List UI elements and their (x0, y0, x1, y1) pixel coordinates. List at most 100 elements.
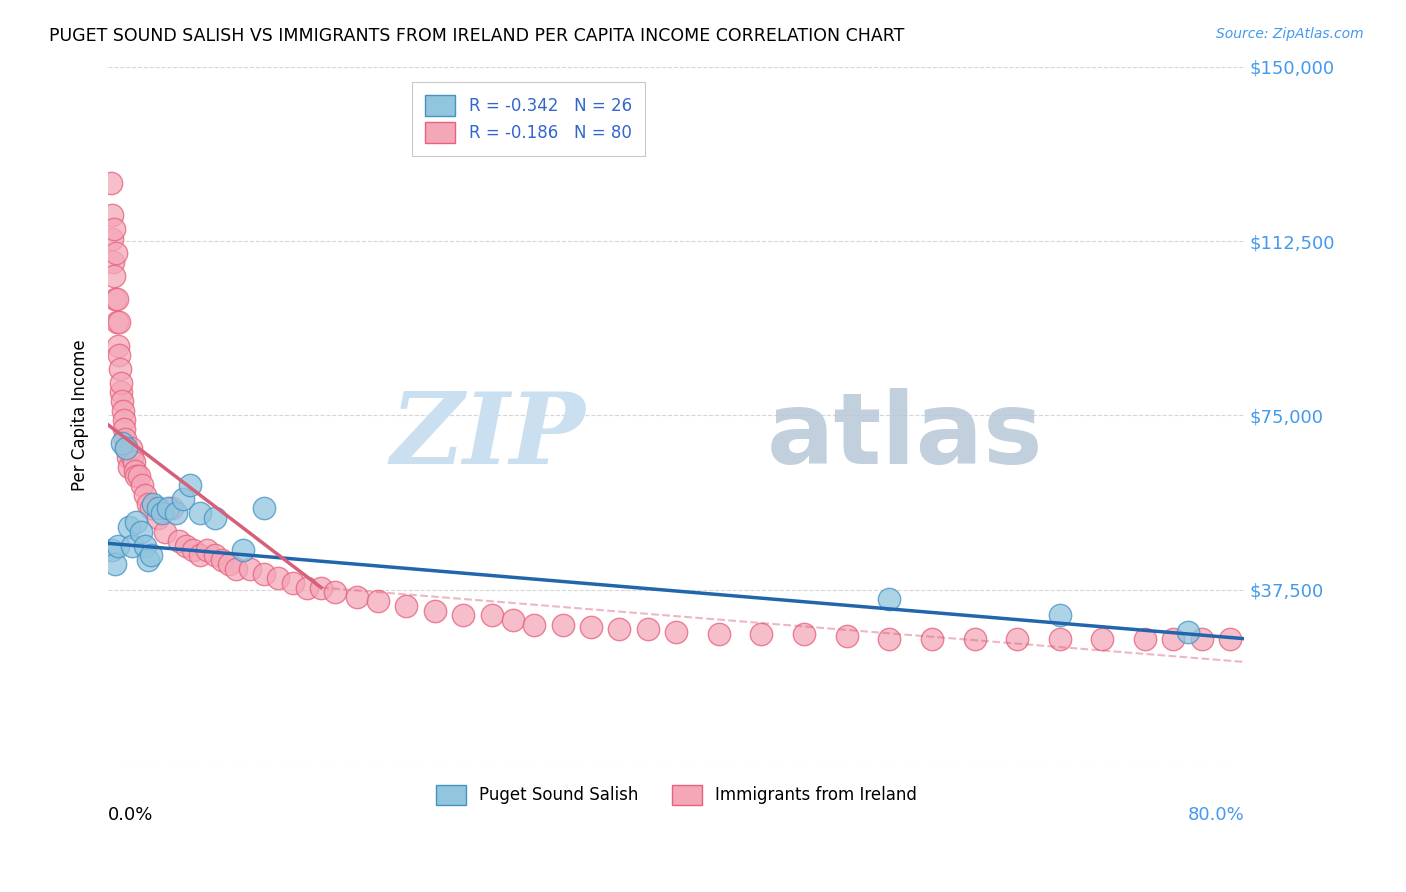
Point (963, 632, 986, 646)
Point (167, 534, 190, 549)
Point (188, 506, 211, 520)
Point (174, 539, 197, 553)
Point (877, 592, 900, 607)
Point (121, 539, 143, 553)
Point (110, 385, 132, 400)
Point (451, 608, 474, 623)
Point (1191, 632, 1213, 646)
Point (146, 501, 169, 516)
Point (101, 543, 124, 558)
Point (139, 501, 162, 516)
Point (204, 548, 226, 562)
Point (115, 441, 138, 455)
Point (160, 501, 183, 516)
Point (121, 450, 143, 465)
Point (108, 362, 131, 376)
Point (1049, 608, 1071, 623)
Point (110, 376, 132, 390)
Y-axis label: Per Capita Income: Per Capita Income (72, 340, 89, 491)
Point (139, 548, 162, 562)
Point (103, 222, 125, 236)
Point (225, 562, 247, 576)
Point (114, 432, 136, 446)
Text: Source: ZipAtlas.com: Source: ZipAtlas.com (1216, 27, 1364, 41)
Point (104, 292, 127, 306)
Point (136, 552, 159, 566)
Point (165, 506, 187, 520)
Point (367, 594, 389, 608)
Point (1177, 624, 1199, 639)
Point (100, 209, 122, 223)
Point (1049, 632, 1071, 646)
Point (1091, 632, 1114, 646)
Point (104, 558, 127, 572)
Point (111, 436, 134, 450)
Point (124, 464, 146, 478)
Point (105, 315, 128, 329)
Point (118, 459, 141, 474)
Point (115, 441, 138, 455)
Point (156, 501, 179, 516)
Point (101, 232, 124, 246)
Point (1005, 632, 1028, 646)
Point (751, 627, 773, 641)
Point (281, 575, 304, 590)
Point (107, 348, 129, 362)
Legend: Puget Sound Salish, Immigrants from Ireland: Puget Sound Salish, Immigrants from Irel… (429, 778, 924, 812)
Text: atlas: atlas (768, 388, 1043, 485)
Point (112, 413, 135, 427)
Text: 0.0%: 0.0% (108, 806, 153, 824)
Point (395, 599, 418, 614)
Text: 80.0%: 80.0% (1188, 806, 1244, 824)
Point (637, 623, 659, 637)
Point (101, 255, 124, 269)
Point (295, 581, 318, 595)
Point (128, 469, 150, 483)
Point (111, 404, 134, 418)
Point (211, 552, 233, 566)
Point (1133, 632, 1156, 646)
Point (107, 539, 129, 553)
Point (136, 497, 159, 511)
Point (118, 520, 141, 534)
Point (665, 624, 688, 639)
Point (142, 497, 165, 511)
Point (117, 450, 139, 465)
Point (793, 627, 815, 641)
Point (197, 543, 219, 558)
Point (253, 566, 276, 581)
Point (146, 510, 169, 524)
Point (131, 478, 153, 492)
Point (877, 632, 900, 646)
Point (323, 585, 346, 599)
Point (103, 268, 125, 283)
Point (105, 292, 128, 306)
Point (579, 620, 602, 634)
Point (150, 506, 173, 520)
Point (267, 571, 290, 585)
Point (107, 339, 129, 353)
Point (309, 581, 332, 595)
Point (181, 543, 204, 558)
Point (481, 608, 503, 623)
Point (129, 524, 152, 539)
Point (112, 422, 135, 436)
Point (523, 617, 546, 632)
Text: ZIP: ZIP (391, 388, 585, 484)
Point (172, 492, 194, 507)
Point (232, 543, 254, 558)
Point (100, 176, 122, 190)
Point (707, 627, 730, 641)
Point (153, 524, 176, 539)
Text: PUGET SOUND SALISH VS IMMIGRANTS FROM IRELAND PER CAPITA INCOME CORRELATION CHAR: PUGET SOUND SALISH VS IMMIGRANTS FROM IR… (49, 27, 904, 45)
Point (179, 478, 201, 492)
Point (218, 558, 240, 572)
Point (346, 590, 368, 604)
Point (125, 469, 148, 483)
Point (134, 487, 156, 501)
Point (188, 548, 211, 562)
Point (111, 394, 134, 409)
Point (104, 245, 127, 260)
Point (120, 441, 142, 455)
Point (122, 455, 145, 469)
